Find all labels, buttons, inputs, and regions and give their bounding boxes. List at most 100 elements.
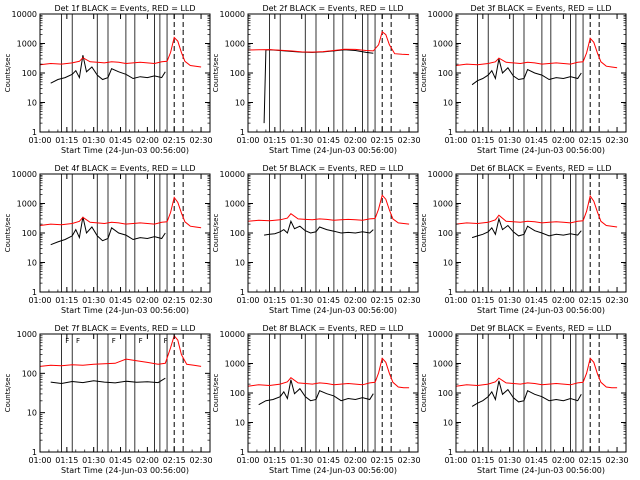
x-tick-label: 01:30 — [290, 456, 313, 465]
x-tick-label: 01:30 — [82, 456, 105, 465]
x-tick-label: 02:30 — [398, 296, 421, 305]
x-tick-label: 01:45 — [109, 136, 132, 145]
y-tick-label: 10 — [27, 409, 37, 418]
x-axis-label: Start Time (24-Jun-03 00:56:00) — [61, 306, 189, 315]
y-tick-label: 100 — [438, 69, 453, 78]
y-tick-label: 10 — [27, 259, 37, 268]
y-tick-label: 10 — [235, 99, 245, 108]
y-axis-label: Counts/sec — [4, 374, 12, 413]
plot-frame — [39, 333, 211, 453]
y-tick-label: 1 — [448, 448, 453, 457]
y-axis-label: Counts/sec — [212, 214, 220, 253]
y-tick-label: 100 — [22, 369, 37, 378]
x-tick-label: 02:00 — [344, 296, 367, 305]
y-tick-label: 100 — [22, 229, 37, 238]
detector-panel-8: Det 8f BLACK = Events, RED = LLD 1 10 100 10… — [212, 324, 421, 475]
panel-title: Det 9f BLACK = Events, RED = LLD — [470, 324, 611, 333]
y-axis-label: Counts/sec — [4, 54, 12, 93]
y-tick-label: 1000 — [17, 330, 37, 339]
flag-label: F — [164, 337, 168, 345]
x-tick-label: 01:00 — [28, 456, 51, 465]
y-tick-label: 10000 — [428, 10, 453, 19]
y-tick-label: 1 — [448, 128, 453, 137]
detector-panel-1: Det 1f BLACK = Events, RED = LLD 1 10 100 10… — [4, 4, 213, 155]
x-tick-label: 01:15 — [55, 296, 78, 305]
y-tick-label: 1000 — [17, 40, 37, 49]
y-tick-label: 1000 — [433, 360, 453, 369]
detector-panel-4: Det 4f BLACK = Events, RED = LLD 1 10 100 10… — [4, 164, 213, 315]
series-events-line — [471, 58, 582, 86]
x-tick-label: 02:30 — [190, 456, 213, 465]
panel-title: Det 3f BLACK = Events, RED = LLD — [470, 4, 611, 13]
x-axis-label: Start Time (24-Jun-03 00:56:00) — [269, 466, 397, 475]
plot-frame — [39, 173, 211, 293]
y-tick-label: 1 — [32, 288, 37, 297]
x-tick-label: 02:15 — [163, 136, 186, 145]
y-tick-label: 1 — [240, 288, 245, 297]
x-axis-label: Start Time (24-Jun-03 00:56:00) — [477, 466, 605, 475]
x-tick-label: 02:00 — [344, 136, 367, 145]
x-tick-label: 01:30 — [82, 136, 105, 145]
x-tick-label: 01:45 — [317, 136, 340, 145]
y-tick-label: 100 — [230, 389, 245, 398]
x-tick-label: 02:15 — [371, 136, 394, 145]
x-tick-label: 01:00 — [444, 456, 467, 465]
series-events-line — [264, 219, 374, 236]
detector-panel-9: Det 9f BLACK = Events, RED = LLD 1 10 100 10… — [420, 324, 629, 475]
y-tick-label: 100 — [22, 69, 37, 78]
x-tick-label: 01:45 — [317, 296, 340, 305]
x-tick-label: 01:00 — [236, 456, 259, 465]
x-tick-label: 01:30 — [498, 296, 521, 305]
plot-frame — [39, 13, 211, 133]
panel-title: Det 5f BLACK = Events, RED = LLD — [262, 164, 403, 173]
series-events-line — [471, 217, 582, 239]
y-tick-label: 10 — [235, 419, 245, 428]
y-tick-label: 10000 — [220, 330, 245, 339]
x-tick-label: 01:45 — [525, 296, 548, 305]
x-tick-label: 02:30 — [190, 296, 213, 305]
y-tick-label: 10 — [443, 99, 453, 108]
panel-title: Det 8f BLACK = Events, RED = LLD — [262, 324, 403, 333]
detector-panel-5: Det 5f BLACK = Events, RED = LLD 1 10 100 10… — [212, 164, 421, 315]
x-tick-label: 01:00 — [28, 136, 51, 145]
x-tick-label: 01:15 — [471, 456, 494, 465]
y-tick-label: 10 — [443, 259, 453, 268]
x-tick-label: 02:00 — [136, 456, 159, 465]
x-tick-label: 02:15 — [579, 456, 602, 465]
flag-label: F — [76, 337, 80, 345]
plot-frame — [455, 13, 627, 133]
x-axis-label: Start Time (24-Jun-03 00:56:00) — [477, 146, 605, 155]
series-events-line — [50, 377, 166, 385]
x-tick-label: 01:30 — [498, 456, 521, 465]
x-tick-label: 02:15 — [579, 136, 602, 145]
y-tick-label: 1000 — [433, 40, 453, 49]
series-events-line — [50, 216, 166, 246]
flag-label: F — [112, 337, 116, 345]
plot-frame — [247, 173, 419, 293]
x-tick-label: 02:00 — [552, 136, 575, 145]
panel-title: Det 2f BLACK = Events, RED = LLD — [262, 4, 403, 13]
x-tick-label: 02:15 — [163, 296, 186, 305]
x-tick-label: 02:00 — [344, 456, 367, 465]
flag-label: F — [65, 337, 69, 345]
series-events-line — [471, 380, 582, 407]
x-tick-label: 02:00 — [552, 296, 575, 305]
x-tick-label: 01:00 — [444, 296, 467, 305]
series-events-line — [258, 379, 374, 406]
y-tick-label: 1 — [32, 448, 37, 457]
x-tick-label: 01:00 — [236, 296, 259, 305]
x-tick-label: 01:00 — [28, 296, 51, 305]
y-tick-label: 10000 — [428, 170, 453, 179]
y-tick-label: 10 — [235, 259, 245, 268]
y-axis-label: Counts/sec — [212, 374, 220, 413]
series-lld-line — [455, 357, 618, 389]
y-axis-label: Counts/sec — [420, 54, 428, 93]
y-tick-label: 1000 — [225, 360, 245, 369]
x-tick-label: 01:45 — [317, 456, 340, 465]
x-tick-label: 01:45 — [525, 136, 548, 145]
x-tick-label: 01:15 — [471, 136, 494, 145]
series-lld-line — [247, 194, 410, 225]
x-tick-label: 01:15 — [263, 456, 286, 465]
